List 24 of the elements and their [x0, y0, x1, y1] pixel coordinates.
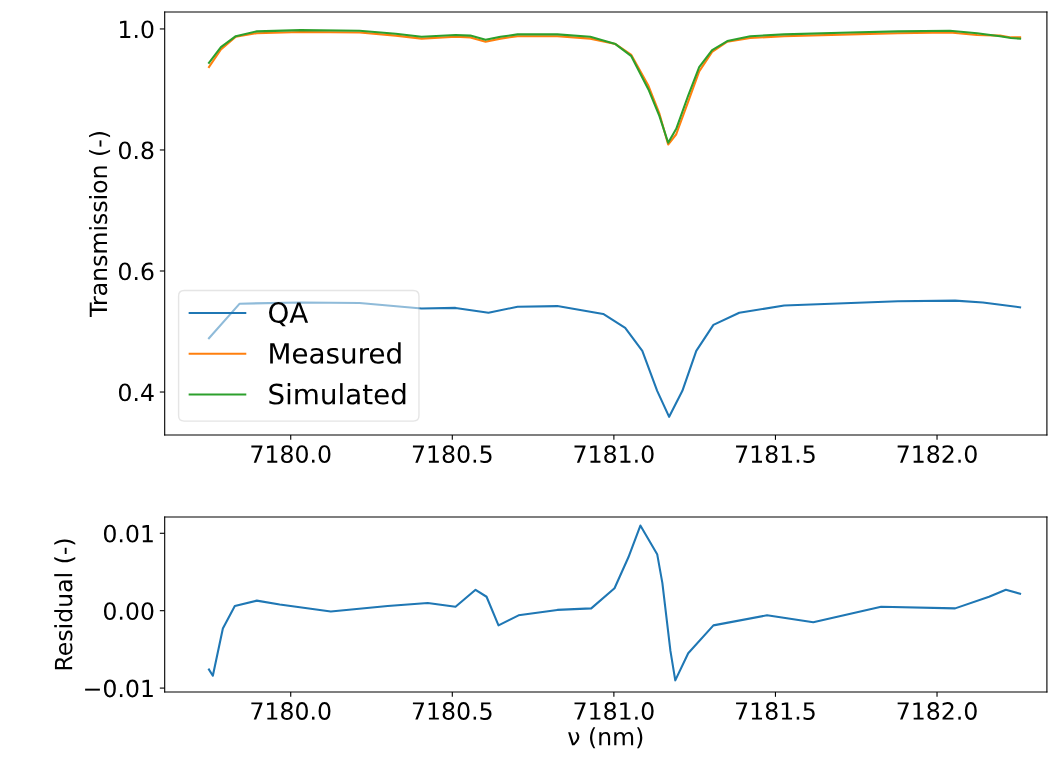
line-series	[207, 524, 1022, 682]
y-axis-title: Residual (-)	[54, 539, 76, 670]
y-axis-title: Transmission (-)	[89, 132, 111, 318]
y-tick-label: 0.8	[118, 141, 154, 160]
legend-label: Measured	[270, 342, 401, 364]
x-tick-label: 7182.0	[897, 702, 977, 720]
y-tick-label: −0.01	[85, 679, 153, 698]
x-tick-label: 7181.0	[574, 445, 654, 463]
legend-label: QA	[269, 302, 309, 327]
x-tick-label: 7180.5	[412, 702, 492, 720]
x-tick-label: 7180.0	[251, 702, 331, 720]
y-tick-label: 0.01	[103, 524, 153, 543]
x-tick-label: 7181.5	[736, 702, 815, 720]
y-tick-label: 0.6	[118, 262, 154, 281]
y-tick-label: 1.0	[120, 20, 154, 39]
y-tick-label: 0.00	[103, 602, 154, 620]
y-tick-label: 0.4	[118, 383, 154, 402]
x-axis-title: ν (nm)	[568, 727, 643, 749]
x-tick-label: 7181.5	[736, 445, 815, 463]
x-tick-label: 7181.0	[574, 702, 654, 720]
legend-label: Simulated	[269, 383, 406, 405]
x-tick-label: 7182.0	[897, 445, 977, 463]
x-tick-label: 7180.0	[251, 445, 331, 463]
x-tick-label: 7180.5	[412, 445, 492, 463]
